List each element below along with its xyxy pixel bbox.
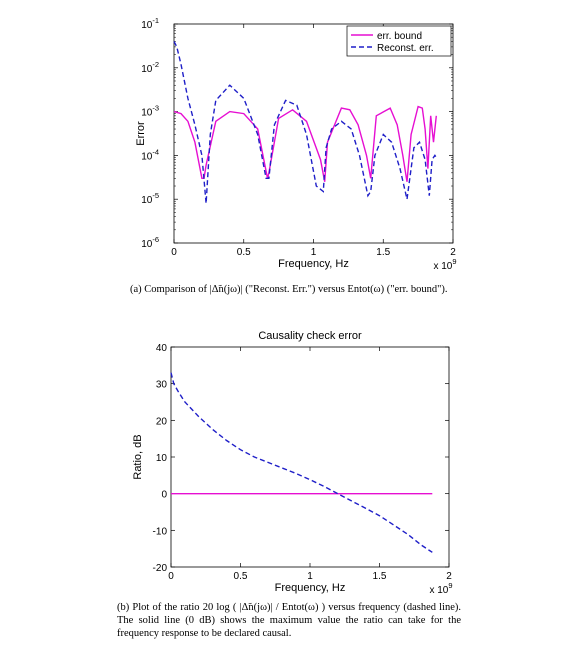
caption-a: (a) Comparison of |Δ̃n(jω)| ("Reconst. E… — [130, 284, 448, 295]
x-axis-label: Frequency, Hz — [278, 258, 349, 270]
plot-area — [170, 346, 450, 568]
y-tick-label: 0 — [161, 490, 167, 501]
y-tick-label: -20 — [153, 563, 168, 574]
y-tick-label: 10-1 — [141, 16, 159, 31]
y-axis-label: Error — [135, 121, 147, 146]
x-tick-label: 1 — [307, 571, 313, 582]
y-tick-label: 10-6 — [141, 235, 159, 250]
x-tick-label: 0.5 — [237, 247, 251, 258]
y-tick-label: 10-4 — [141, 147, 159, 162]
error-comparison-chart: 0 0.5 1 1.5 2 10-6 10-5 10-4 10-3 10-2 10-1 x 109 Fr… — [135, 16, 457, 272]
y-tick-label: 20 — [156, 416, 168, 427]
legend-label: err. bound — [377, 31, 422, 42]
x-tick-label: 2 — [446, 571, 452, 582]
chart-title: Causality check error — [258, 330, 362, 342]
legend-box — [346, 25, 452, 57]
plot-area — [173, 23, 454, 244]
x-tick-label: 0 — [171, 247, 177, 258]
x-tick-label: 0.5 — [234, 571, 248, 582]
reconst-err--line — [173, 41, 437, 204]
y-tick-label: 10-2 — [141, 60, 159, 75]
y-tick-label: 10-3 — [141, 104, 159, 119]
y-tick-label: 10-5 — [141, 191, 159, 206]
x-tick-label: 1.5 — [376, 247, 390, 258]
series-1-line — [170, 372, 433, 553]
x-multiplier-label: x 109 — [433, 257, 456, 272]
x-tick-label: 0 — [168, 571, 174, 582]
legend-label: Reconst. err. — [377, 43, 434, 54]
y-tick-label: -10 — [153, 526, 168, 537]
x-multiplier-label: x 109 — [429, 581, 452, 596]
caption-b: (b) Plot of the ratio 20 log ( |Δ̃n(jω)|… — [117, 602, 461, 639]
err-bound-line — [173, 105, 437, 182]
y-tick-label: 40 — [156, 343, 168, 354]
x-axis-label: Frequency, Hz — [275, 582, 346, 594]
x-tick-label: 2 — [450, 247, 456, 258]
x-tick-label: 1.5 — [373, 571, 387, 582]
x-tick-label: 1 — [311, 247, 317, 258]
y-tick-label: 30 — [156, 380, 168, 391]
y-tick-label: 10 — [156, 453, 168, 464]
causality-check-chart: 0 0.5 1 1.5 2 -20 -10 0 10 20 30 40 x 109 Frequency, … — [132, 330, 453, 596]
y-axis-label: Ratio, dB — [132, 434, 144, 479]
